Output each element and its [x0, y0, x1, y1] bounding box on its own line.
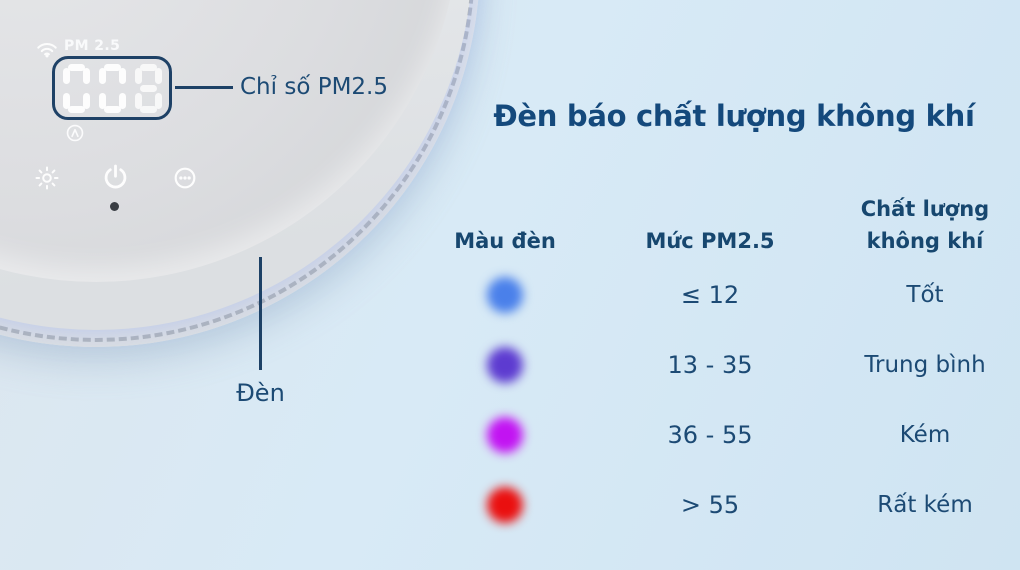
light-callout-line — [259, 257, 262, 370]
display-callout-line — [175, 86, 233, 89]
quality-value: Tốt — [906, 282, 944, 308]
wifi-icon — [37, 43, 57, 58]
table-row: 13 - 35 Trung bình — [440, 330, 1000, 400]
pm-range-value: > 55 — [680, 491, 740, 519]
pm-range-value: ≤ 12 — [680, 281, 740, 309]
header-air-quality: Chất lượng không khí — [860, 196, 990, 254]
fan-speed-button-icon — [174, 167, 196, 189]
magenta-light-dot — [487, 417, 523, 453]
power-button-icon — [104, 164, 127, 189]
brightness-button-icon — [35, 166, 59, 190]
display-callout-label: Chỉ số PM2.5 — [240, 74, 388, 100]
blue-light-dot — [487, 277, 523, 313]
table-row: ≤ 12 Tốt — [440, 260, 1000, 330]
header-pm-level: Mức PM2.5 — [645, 229, 775, 254]
header-light-color: Màu đèn — [454, 229, 556, 254]
table-header-row: Màu đèn Mức PM2.5 Chất lượng không khí — [440, 188, 1000, 260]
power-status-dot — [110, 202, 119, 211]
air-quality-table: Màu đèn Mức PM2.5 Chất lượng không khí ≤… — [440, 188, 1000, 540]
quality-value: Kém — [899, 422, 951, 448]
pm25-display — [52, 56, 172, 120]
pm-range-value: 36 - 55 — [667, 421, 753, 449]
seven-segment-readout — [62, 63, 162, 113]
table-row: > 55 Rất kém — [440, 470, 1000, 540]
pm-range-value: 13 - 35 — [667, 351, 753, 379]
quality-value: Trung bình — [864, 352, 986, 378]
red-light-dot — [487, 487, 523, 523]
auto-mode-icon — [66, 124, 84, 142]
light-callout-label: Đèn — [236, 379, 285, 407]
table-row: 36 - 55 Kém — [440, 400, 1000, 470]
pm25-status-label: PM 2.5 — [64, 38, 121, 54]
page-title: Đèn báo chất lượng không khí — [493, 99, 975, 133]
quality-value: Rất kém — [877, 492, 973, 518]
purple-light-dot — [487, 347, 523, 383]
